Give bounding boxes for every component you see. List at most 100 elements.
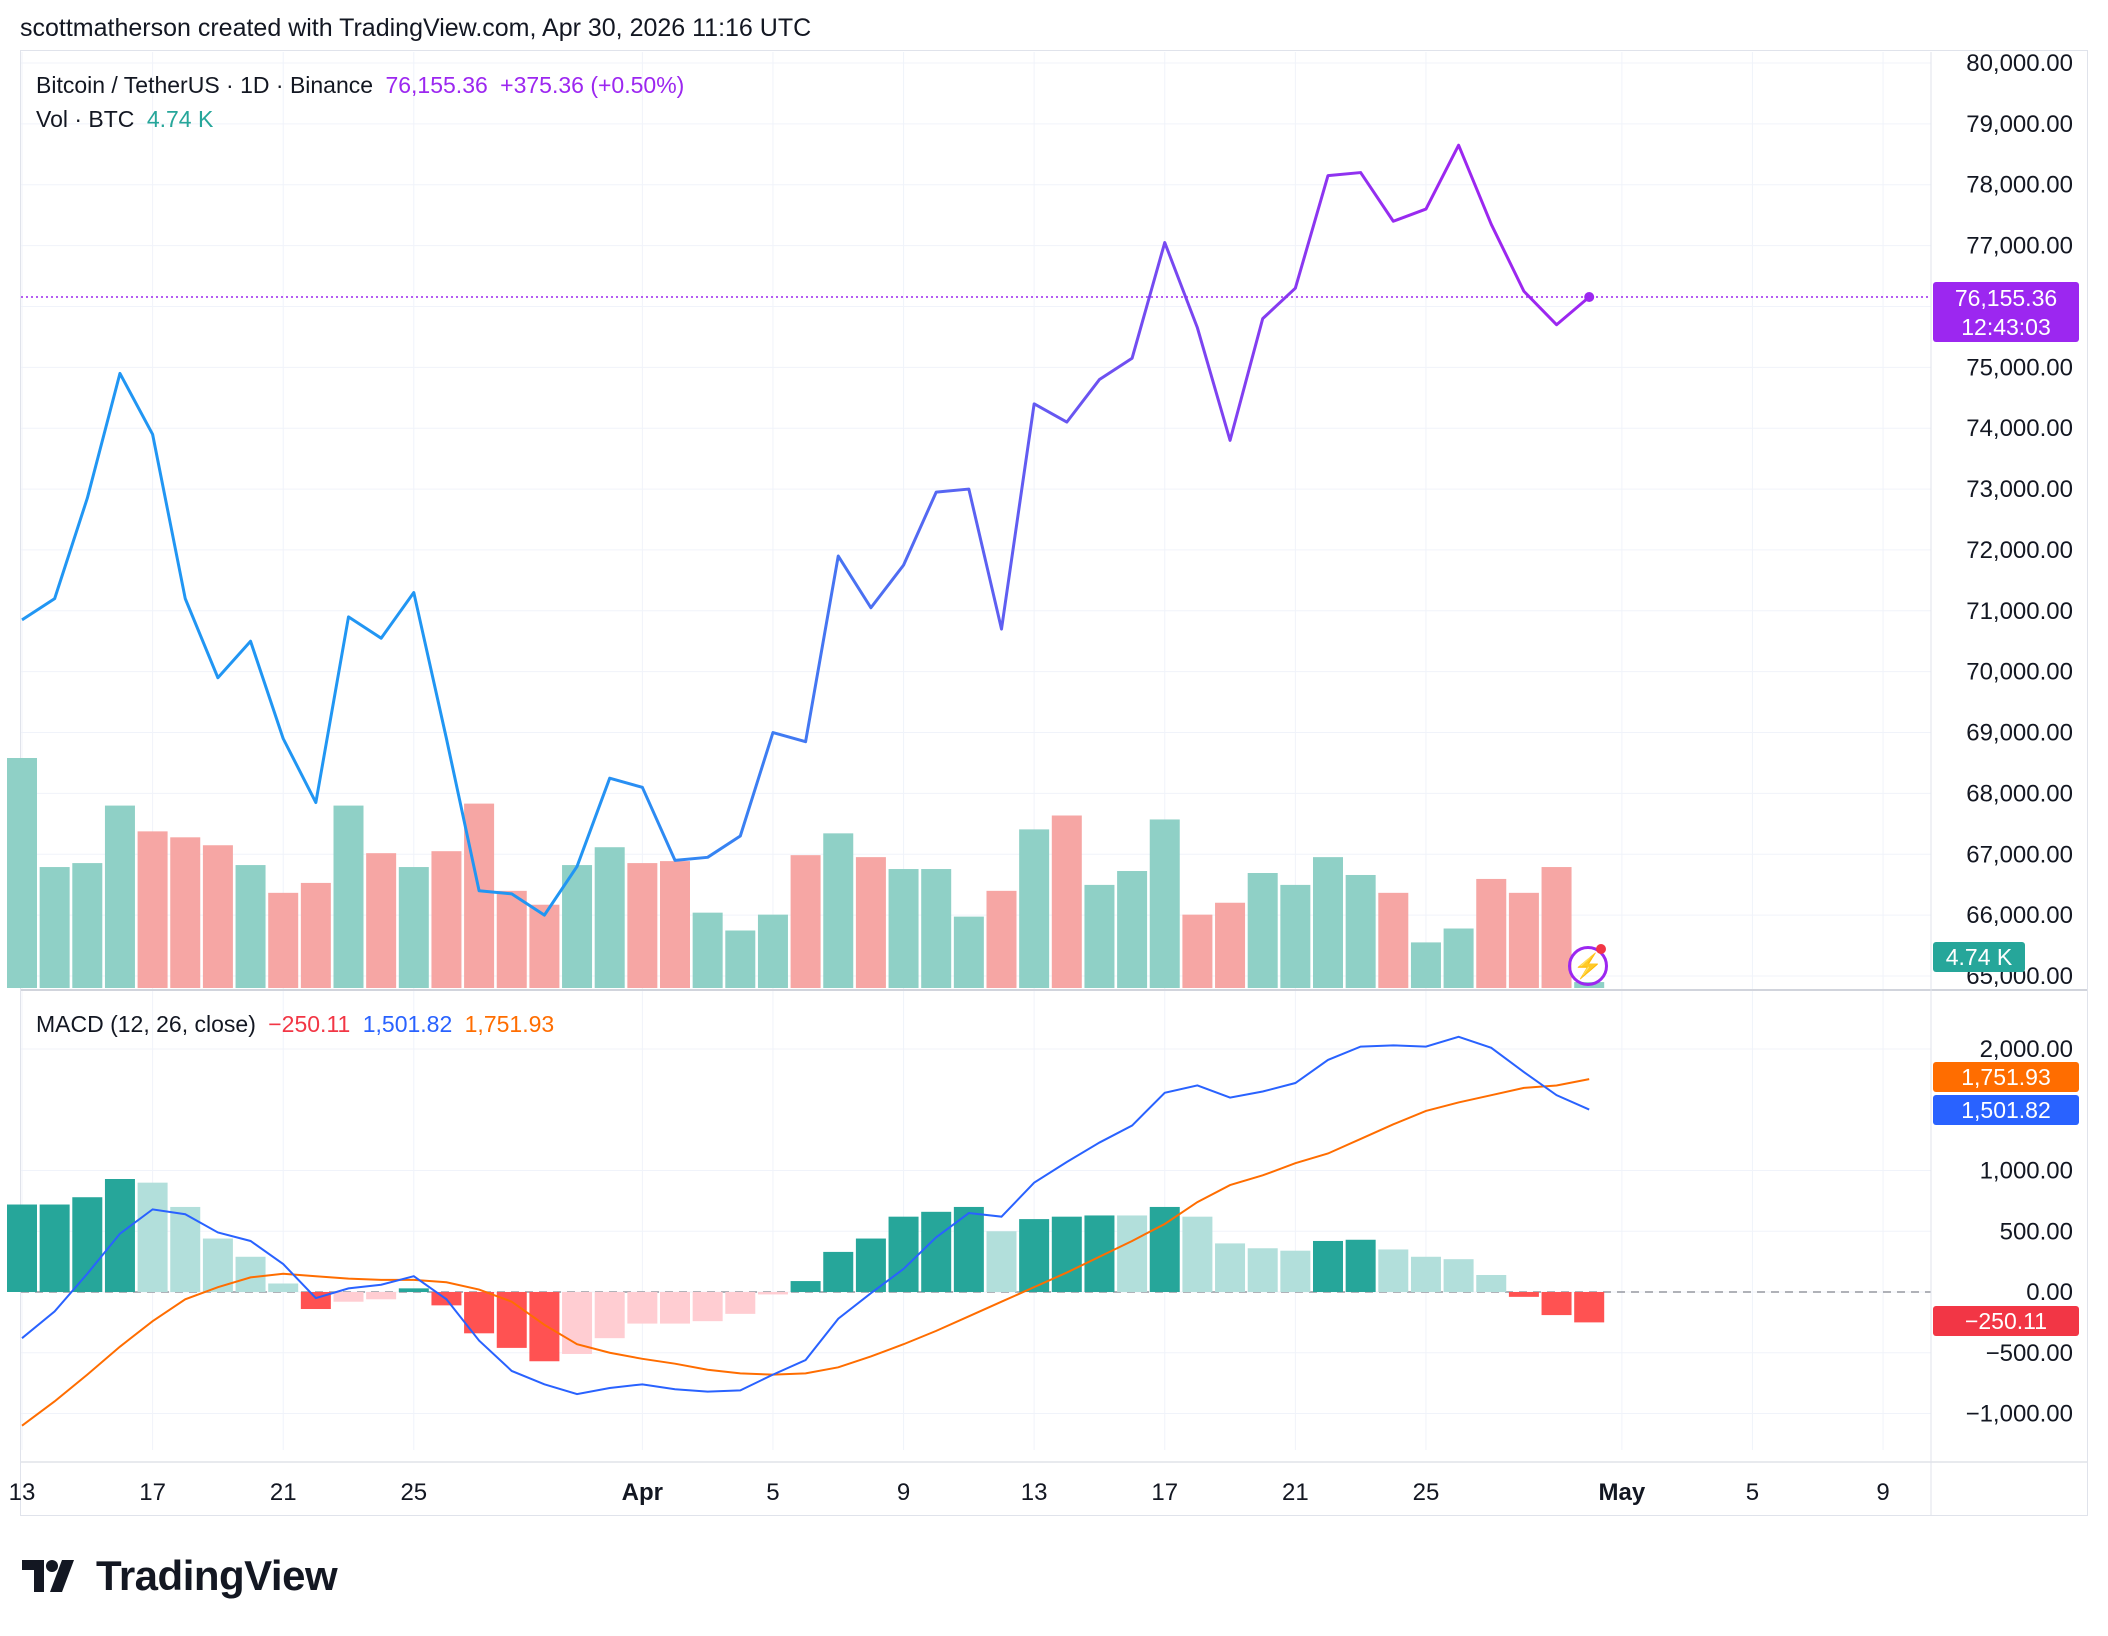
macd-hist-bar [496, 1292, 527, 1348]
price-axis-label: 79,000.00 [1966, 111, 2073, 138]
notification-dot-icon [1596, 944, 1606, 954]
volume-bar [1084, 884, 1115, 988]
volume-bar [1313, 857, 1343, 988]
volume-bar [202, 845, 233, 988]
price-axis-label: 68,000.00 [1966, 780, 2073, 807]
macd-hist-bar [1313, 1240, 1343, 1292]
macd-line-value: 1,501.82 [362, 1011, 453, 1037]
x-tick-label: 5 [1746, 1479, 1759, 1506]
x-tick-label: 9 [897, 1479, 910, 1506]
macd-hist-bar [1215, 1243, 1246, 1292]
macd-hist-bar [888, 1216, 919, 1292]
macd-hist-bar [660, 1292, 690, 1324]
x-tick-label: 25 [400, 1479, 427, 1506]
macd-hist-bar [692, 1292, 723, 1322]
x-tick-label: 13 [9, 1479, 36, 1506]
volume-bar [1508, 892, 1539, 988]
x-tick-label: 17 [139, 1479, 166, 1506]
macd-tag: 1,501.82 [1933, 1095, 2079, 1125]
volume-bar [692, 912, 723, 988]
macd-axis-label: −1,000.00 [1966, 1401, 2073, 1428]
volume-bar [888, 869, 919, 988]
price-axis-label: 66,000.00 [1966, 902, 2073, 929]
volume-value: 4.74 K [146, 106, 214, 132]
volume-bar [1019, 829, 1050, 988]
macd-hist-bar [39, 1204, 70, 1292]
macd-hist-bar [855, 1238, 886, 1292]
macd-line [21, 1035, 1590, 1396]
macd-axis-label: 0.00 [2026, 1279, 2073, 1306]
volume-bar [627, 863, 658, 988]
volume-bar [823, 833, 854, 988]
volume-bar [1247, 873, 1278, 988]
volume-bar [235, 865, 266, 988]
volume-bar [855, 857, 886, 988]
macd-hist-bar [1345, 1239, 1376, 1292]
price-axis-label: 72,000.00 [1966, 537, 2073, 564]
volume-bar [660, 861, 690, 988]
volume-bar [1051, 815, 1082, 988]
signal-tag: 1,751.93 [1933, 1062, 2079, 1092]
price-axis-label: 77,000.00 [1966, 233, 2073, 260]
macd-hist-bar [790, 1281, 821, 1292]
last-price: 76,155.36 [385, 72, 488, 98]
macd-hist-bar [1182, 1216, 1213, 1292]
macd-signal-value: 1,751.93 [464, 1011, 555, 1037]
volume-bar [104, 805, 135, 988]
macd-hist-bar [1084, 1215, 1115, 1292]
volume-bar [1280, 884, 1311, 988]
macd-label: MACD (12, 26, close) [36, 1011, 256, 1037]
volume-bar [562, 865, 593, 988]
chart-credit: scottmatherson created with TradingView.… [20, 14, 812, 42]
logo-text: TradingView [96, 1552, 338, 1599]
pair-label: Bitcoin / TetherUS · 1D · Binance [36, 72, 374, 98]
volume-bar [1215, 902, 1246, 988]
macd-hist-bar [725, 1292, 756, 1314]
macd-hist-bar [986, 1231, 1017, 1292]
volume-bar [1443, 928, 1474, 988]
x-tick-label: Apr [622, 1479, 663, 1506]
volume-bar [398, 867, 429, 988]
volume-bar [300, 882, 331, 988]
volume-bar [1117, 871, 1148, 988]
x-tick-label: 25 [1413, 1479, 1440, 1506]
tradingview-logo[interactable]: TradingView [22, 1552, 338, 1599]
volume-bar [170, 837, 201, 988]
price-tag-value: 76,155.36 [1954, 285, 2058, 311]
price-axis-label: 80,000.00 [1966, 50, 2073, 77]
macd-hist-value: −250.11 [268, 1011, 351, 1037]
macd-hist-bar [1280, 1250, 1311, 1292]
price-axis-label: 73,000.00 [1966, 476, 2073, 503]
macd-hist-bar [1149, 1206, 1180, 1292]
macd-hist-bar [7, 1204, 37, 1292]
macd-hist-bar [1378, 1249, 1409, 1292]
macd-hist-bar [1508, 1292, 1539, 1297]
lightning-icon[interactable]: ⚡ [1568, 946, 1608, 986]
volume-bar [268, 892, 299, 988]
volume-tag: 4.74 K [1933, 942, 2025, 972]
volume-bar [1345, 874, 1376, 988]
price-axis-label: 69,000.00 [1966, 720, 2073, 747]
x-tick-label: 17 [1151, 1479, 1178, 1506]
macd-hist-bar [1019, 1219, 1050, 1292]
macd-hist-bar [823, 1251, 854, 1292]
macd-hist-bar [1541, 1292, 1572, 1316]
price-axis-label: 75,000.00 [1966, 354, 2073, 381]
volume-legend: Vol · BTC 4.74 K [36, 106, 219, 133]
volume-bar [1410, 942, 1441, 988]
volume-bar [790, 855, 821, 988]
macd-hist-bar [757, 1292, 788, 1295]
price-tag: 76,155.36 12:43:03 [1933, 282, 2079, 342]
x-tick-label: 5 [766, 1479, 779, 1506]
macd-legend: MACD (12, 26, close) −250.11 1,501.82 1,… [36, 1011, 560, 1038]
macd-hist-bar [627, 1292, 658, 1324]
x-tick-label: May [1599, 1479, 1646, 1506]
price-line [21, 143, 1591, 917]
macd-hist-bar [170, 1206, 201, 1292]
x-tick-label: 13 [1021, 1479, 1048, 1506]
x-tick-label: 9 [1876, 1479, 1889, 1506]
macd-hist-bar [1476, 1274, 1507, 1292]
volume-bar [1182, 914, 1213, 988]
volume-bar [431, 851, 462, 988]
